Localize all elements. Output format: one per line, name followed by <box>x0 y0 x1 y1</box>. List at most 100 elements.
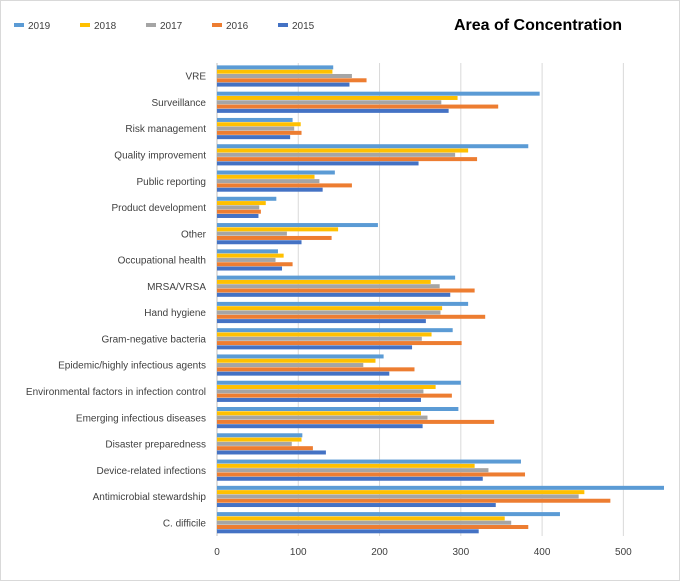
bar <box>217 407 459 411</box>
bar <box>217 183 352 188</box>
bar <box>217 235 332 240</box>
bar <box>217 292 451 297</box>
bar <box>217 397 421 402</box>
legend-swatch <box>80 23 90 27</box>
bar <box>217 468 489 473</box>
bar <box>217 332 432 337</box>
category-label: Environmental factors in infection contr… <box>26 387 206 398</box>
legend-label: 2017 <box>160 21 183 32</box>
bar <box>217 126 295 131</box>
bar <box>217 459 521 464</box>
bar <box>217 288 475 293</box>
bar <box>217 205 260 210</box>
bar <box>217 157 478 162</box>
category-label: Disaster preparedness <box>105 440 206 451</box>
bar <box>217 367 415 372</box>
bar <box>217 516 505 521</box>
bar <box>217 441 292 446</box>
category-label: Occupational health <box>118 256 206 267</box>
bar <box>217 284 440 289</box>
bar <box>217 249 278 254</box>
category-label: Epidemic/highly infectious agents <box>58 361 206 372</box>
bar <box>217 104 499 109</box>
bar <box>217 411 421 416</box>
category-label: Risk management <box>125 124 206 135</box>
category-label: Emerging infectious diseases <box>76 413 206 424</box>
bar <box>217 385 436 390</box>
bar <box>217 148 469 153</box>
bar <box>217 371 390 376</box>
bar <box>217 100 442 105</box>
bar <box>217 336 422 341</box>
bar <box>217 380 461 385</box>
category-label: Device-related infections <box>97 466 207 477</box>
bar <box>217 341 462 346</box>
bar <box>217 201 266 206</box>
bar <box>217 301 469 306</box>
bar <box>217 152 456 157</box>
bar <box>217 476 483 481</box>
legend-swatch <box>212 23 222 27</box>
bar <box>217 503 496 508</box>
category-label: Product development <box>111 203 206 214</box>
legend-swatch <box>146 23 156 27</box>
y-axis-category-labels: VRE Surveillance Risk management Quality im… <box>26 72 207 530</box>
bar <box>217 82 350 87</box>
gridlines <box>216 63 624 536</box>
category-label: Other <box>181 229 207 240</box>
bar <box>217 130 302 135</box>
bar <box>217 415 428 420</box>
bar <box>217 170 335 175</box>
category-label: Quality improvement <box>114 150 206 161</box>
x-tick-label: 100 <box>290 547 307 558</box>
bar <box>217 450 326 455</box>
bar <box>217 393 452 398</box>
bar <box>217 529 479 534</box>
bar <box>217 314 486 319</box>
bar <box>217 424 423 429</box>
bar <box>217 253 284 258</box>
category-label: Antimicrobial stewardship <box>93 492 207 503</box>
bar <box>217 358 376 363</box>
legend-label: 2015 <box>292 21 315 32</box>
x-tick-label: 200 <box>371 547 388 558</box>
legend: 2019 2018 2017 2016 2015 <box>14 21 315 32</box>
legend-swatch <box>278 23 288 27</box>
bar <box>217 187 323 192</box>
bar <box>217 266 283 271</box>
bar <box>217 463 475 468</box>
bar <box>217 262 293 267</box>
bar <box>217 328 453 333</box>
bar <box>217 144 529 149</box>
bar <box>217 179 320 184</box>
bar <box>217 174 315 179</box>
bar <box>217 437 302 442</box>
bar <box>217 196 277 201</box>
bar <box>217 78 367 83</box>
bar <box>217 472 526 477</box>
bar <box>217 345 413 350</box>
bar <box>217 363 364 368</box>
bar <box>217 520 512 525</box>
bar <box>217 135 291 140</box>
bar <box>217 279 431 284</box>
bar <box>217 209 261 214</box>
bar <box>217 117 293 122</box>
bar <box>217 275 456 280</box>
legend-label: 2016 <box>226 21 249 32</box>
category-label: MRSA/VRSA <box>147 282 206 293</box>
bar <box>217 419 495 424</box>
bar <box>217 446 313 451</box>
bar <box>217 161 419 166</box>
chart-title: Area of Concentration <box>454 17 622 34</box>
bar <box>217 91 540 96</box>
bar <box>217 65 334 70</box>
category-label: Surveillance <box>152 98 207 109</box>
bar <box>217 223 378 228</box>
bar <box>217 73 352 78</box>
bar <box>217 310 441 315</box>
bar <box>217 354 384 359</box>
category-label: Gram-negative bacteria <box>102 334 207 345</box>
